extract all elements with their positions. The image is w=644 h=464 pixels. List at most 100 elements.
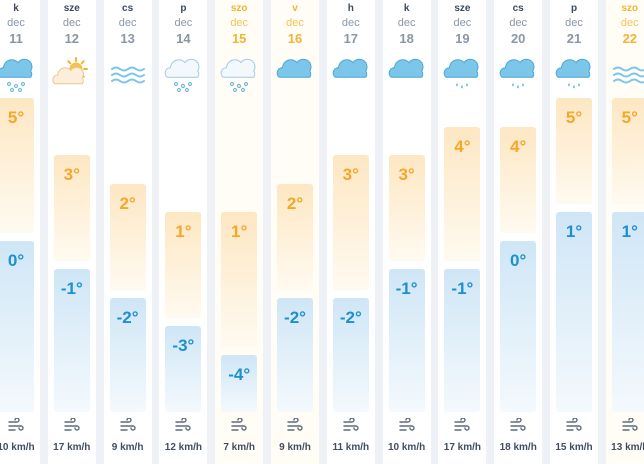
wind-icon [398,418,415,431]
forecast-day[interactable]: k dec 18 3° -1° 10 km/h [382,0,431,464]
day-number: 20 [510,31,526,46]
max-temp-bar [221,212,258,347]
month-label: dec [62,17,81,29]
min-temp: 0° [510,250,527,270]
max-temp: 3° [398,165,415,184]
day-number: 12 [64,31,80,46]
max-temp-bar [277,183,313,290]
wind-speed: 18 km/h [499,442,537,453]
min-temp-bar [388,269,425,412]
day-of-week: szo [621,3,639,14]
snow-light-icon [0,58,33,92]
forecast-day[interactable]: k dec 11 5° 0° 10 km/h [0,0,40,464]
forecast-day[interactable]: szo dec 22 5° 1° 13 km/h [605,0,644,464]
forecast-day[interactable]: p dec 14 1° -3° 12 km/h [159,0,208,464]
day-of-week: p [570,3,578,14]
min-temp-bar [277,297,313,412]
min-temp-bar [500,240,537,412]
max-temp-bar [611,98,644,204]
wind-speed: 10 km/h [387,442,426,453]
max-temp: 5° [565,108,583,127]
min-temp: 1° [621,222,638,241]
wind-icon [343,418,359,431]
day-number: 18 [399,31,414,46]
max-temp-bar [165,212,202,318]
min-temp: -2° [116,307,139,327]
min-temp-bar [165,326,202,412]
max-temp: 4° [454,136,471,156]
max-temp: 4° [510,136,527,156]
wind-icon [566,418,582,431]
month-label: dec [118,17,137,29]
min-temp-bar [221,354,258,412]
min-temp: -1° [451,279,474,298]
day-number: 22 [622,31,638,46]
max-temp: 2° [286,193,304,213]
max-temp-bar [388,155,425,261]
max-temp: 5° [621,108,638,127]
max-temp: 1° [231,222,248,241]
rain-icon [444,58,479,89]
month-label: dec [341,17,360,29]
rain-icon [499,58,535,89]
wind-icon [8,418,24,431]
min-temp: -1° [395,279,418,298]
forecast-day[interactable]: h dec 17 3° -2° 11 km/h [326,0,375,464]
min-temp: -4° [228,364,251,384]
day-number: 15 [231,31,247,46]
day-of-week: k [403,3,410,14]
wind-icon [510,418,526,431]
cloud-icon [388,58,424,78]
max-temp: 2° [119,193,136,213]
day-number: 14 [176,31,191,46]
month-label: dec [509,17,528,29]
day-of-week: szo [230,3,248,14]
rain-icon [555,58,591,89]
forecast-day[interactable]: v dec 16 2° -2° 9 km/h [271,0,319,464]
wind-icon [287,418,303,431]
min-temp: -3° [172,336,195,355]
wind-speed: 9 km/h [279,442,311,453]
wind-speed: 17 km/h [53,442,91,453]
wind-speed: 10 km/h [0,442,35,453]
forecast-day[interactable]: sze dec 19 4° -1° 17 km/h [438,0,487,464]
max-temp-bar [556,98,592,204]
min-temp: -2° [284,307,306,327]
wind-speed: 7 km/h [223,442,256,453]
day-of-week: v [292,3,298,14]
fog-icon [612,66,644,84]
max-temp-bar [53,155,90,261]
wind-icon [119,418,136,431]
wind-speed: 9 km/h [111,442,144,453]
month-label: dec [397,17,416,29]
cloud-icon [332,58,368,78]
month-label: dec [230,17,249,29]
day-number: 16 [287,31,303,46]
max-temp-bar [0,98,34,233]
forecast-day[interactable]: p dec 21 5° 1° 15 km/h [550,0,598,464]
month-label: dec [620,17,639,29]
day-of-week: cs [122,3,134,14]
max-temp-bar [444,126,481,261]
day-number: 21 [566,31,582,46]
max-temp: 3° [342,165,359,184]
max-temp: 1° [175,222,192,241]
day-of-week: sze [63,3,80,14]
day-of-week: sze [454,3,471,14]
forecast-day[interactable]: cs dec 20 4° 0° 18 km/h [494,0,543,464]
wind-icon [175,418,192,431]
cloud-icon [276,58,312,78]
month-label: dec [7,17,25,29]
forecast-day[interactable]: szo dec 15 1° -4° 7 km/h [215,0,264,464]
day-of-week: k [13,3,19,14]
wind-speed: 13 km/h [611,442,644,453]
min-temp-bar [332,297,369,412]
forecast-day[interactable]: cs dec 13 2° -2° 9 km/h [103,0,152,464]
wind-icon [231,418,247,431]
snow-icon [220,58,256,92]
forecast-day[interactable]: sze dec 12 3° -1° 17 km/h [47,0,96,464]
partly-sunny-icon [52,57,88,85]
min-temp-bar [53,269,90,412]
day-of-week: cs [512,3,524,14]
